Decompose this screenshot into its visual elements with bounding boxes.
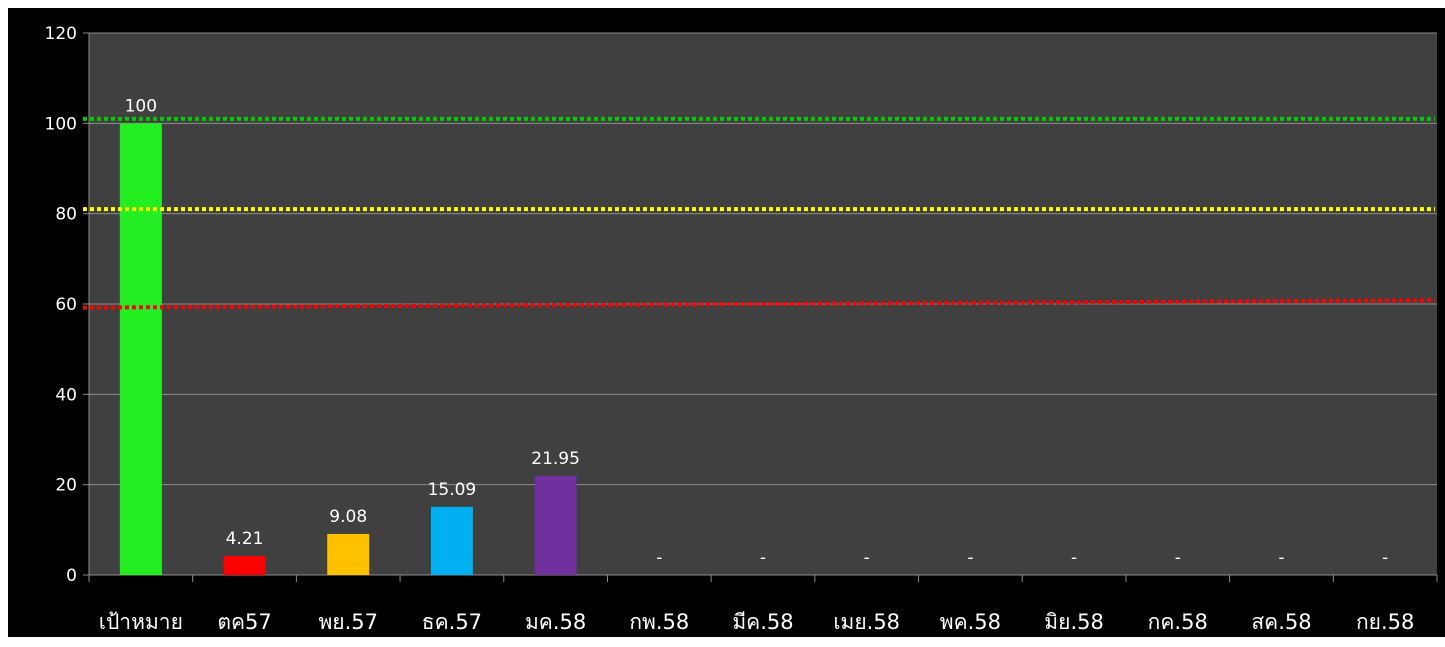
data-label-1: 4.21 [226, 529, 264, 549]
data-label-6: - [760, 548, 766, 568]
data-label-8: - [967, 548, 973, 568]
x-category-label-8: พค.58 [940, 610, 1001, 634]
chart-frame: 0 20 40 60 80 100 120 100 เป้าหมาย 4.21 ตค57 9.08 พย… [8, 8, 1445, 637]
x-category-label-1: ตค57 [217, 610, 271, 634]
data-label-10: - [1175, 548, 1181, 568]
bar-4 [534, 475, 577, 575]
x-category-label-10: กค.58 [1148, 610, 1208, 634]
bar-3 [430, 506, 473, 575]
data-label-4: 21.95 [531, 449, 580, 469]
y-tick-label-2: 40 [55, 385, 77, 405]
x-category-label-2: พย.57 [318, 610, 378, 634]
bar-0 [119, 123, 162, 575]
x-category-label-7: เมย.58 [833, 610, 900, 634]
x-category-label-11: สค.58 [1251, 610, 1311, 634]
x-category-label-5: กพ.58 [629, 610, 689, 634]
x-category-label-6: มีค.58 [732, 610, 793, 634]
x-category-label-3: ธค.57 [422, 610, 482, 634]
y-tick-label-6: 120 [45, 24, 77, 44]
x-category-label-9: มิย.58 [1044, 610, 1104, 634]
y-tick-label-5: 100 [45, 114, 77, 134]
y-tick-label-3: 60 [55, 295, 77, 315]
bar-1 [223, 555, 266, 575]
y-tick-label-1: 20 [55, 476, 77, 496]
data-label-9: - [1071, 548, 1077, 568]
data-label-2: 9.08 [329, 507, 367, 527]
data-label-12: - [1382, 548, 1388, 568]
y-tick-label-4: 80 [55, 205, 77, 225]
data-label-5: - [656, 548, 662, 568]
bar-2 [327, 533, 370, 575]
x-category-label-4: มค.58 [525, 610, 586, 634]
y-tick-label-0: 0 [66, 566, 77, 586]
reference-line-2 [82, 298, 1436, 310]
data-label-3: 15.09 [428, 480, 477, 500]
bar-chart: 0 20 40 60 80 100 120 100 เป้าหมาย 4.21 ตค57 9.08 พย… [45, 24, 1438, 634]
data-label-0: 100 [125, 96, 157, 116]
x-category-label-12: กย.58 [1356, 610, 1414, 634]
data-label-7: - [864, 548, 870, 568]
x-category-label-0: เป้าหมาย [99, 610, 183, 634]
data-label-11: - [1278, 548, 1284, 568]
